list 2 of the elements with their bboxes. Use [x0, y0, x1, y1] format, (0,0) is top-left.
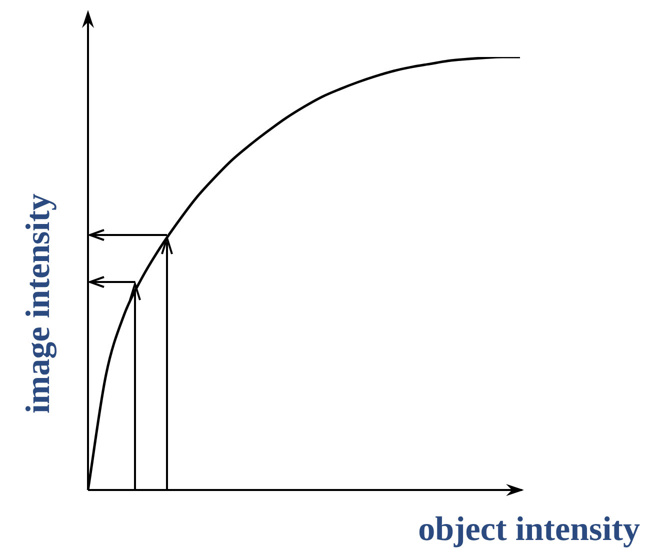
y-axis-title: image intensity [20, 193, 57, 414]
x-axis-title: object intensity [418, 510, 640, 548]
